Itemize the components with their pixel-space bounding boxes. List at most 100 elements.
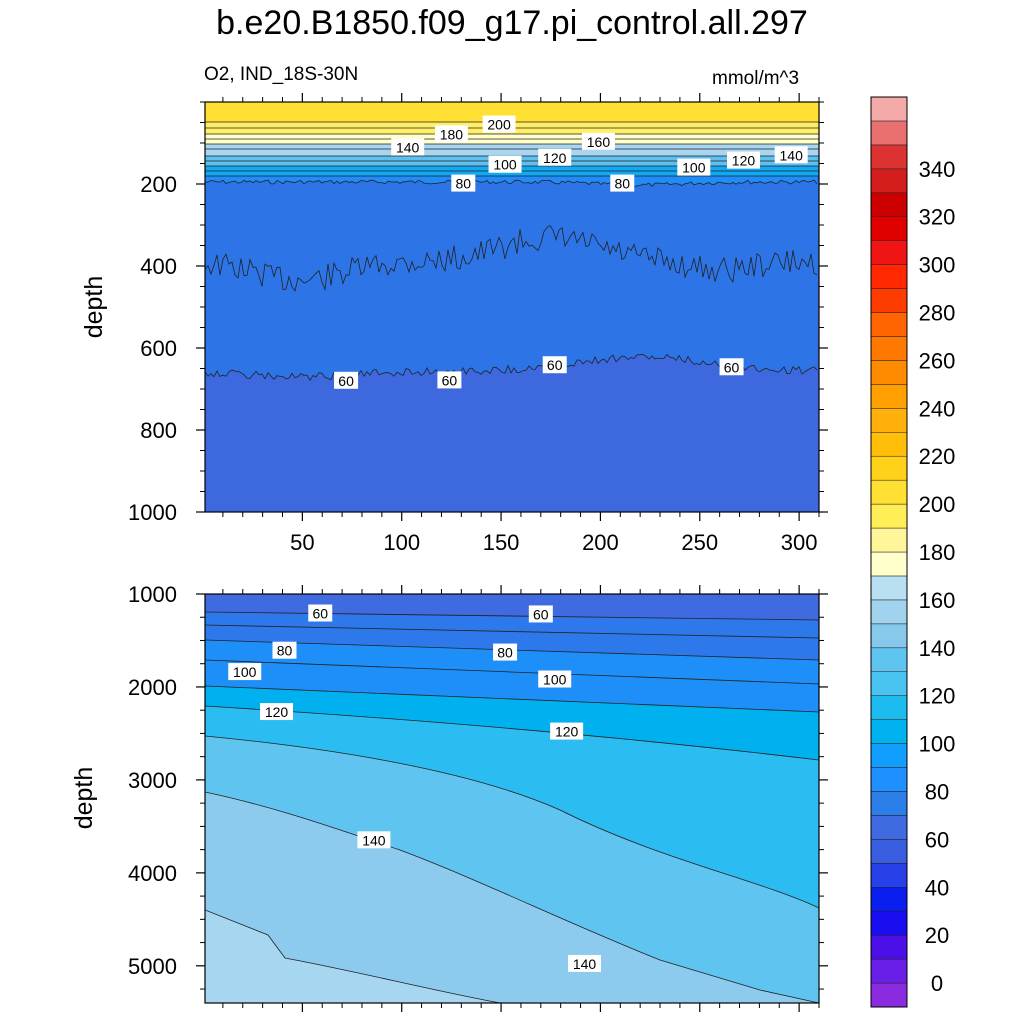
colorbar-label: 180 [919, 540, 956, 565]
y-tick-label: 5000 [128, 954, 177, 979]
contour-label: 60 [312, 606, 328, 622]
x-tick-label: 100 [383, 530, 420, 555]
colorbar-swatch [870, 647, 908, 672]
colorbar-swatch [870, 982, 908, 1008]
y-tick-label: 3000 [128, 768, 177, 793]
colorbar-swatch [870, 336, 908, 361]
colorbar-frame [870, 96, 908, 1008]
y-tick-label: 1000 [128, 500, 177, 525]
contour-label: 100 [543, 672, 567, 688]
contour-label: 80 [614, 176, 630, 192]
upper-depth-panel: 50 100 150 200 250 300 200 400 600 800 1000 200 180… [80, 93, 828, 555]
upper-contour-fills [205, 102, 819, 512]
contour-label: 60 [442, 372, 458, 388]
contour-label-box [334, 371, 359, 389]
colorbar-swatch [870, 240, 908, 265]
colorbar-label: 20 [925, 923, 949, 948]
x-tick-label: 200 [582, 530, 619, 555]
contour-label: 100 [682, 160, 706, 176]
lower-y-axis-label: depth [70, 767, 98, 830]
contour-label-box [726, 151, 760, 169]
contour-label-box [482, 115, 516, 133]
contour-label-box [391, 138, 425, 156]
fill-150-160 [205, 910, 500, 1003]
y-tick-label: 4000 [128, 861, 177, 886]
contour-label: 60 [724, 359, 740, 375]
x-tick-label: 300 [781, 530, 818, 555]
contour-label-box [538, 148, 572, 166]
contour-line-60 [205, 353, 818, 381]
contour-label: 120 [732, 153, 756, 169]
figure-title: b.e20.B1850.f09_g17.pi_control.all.297 [216, 4, 808, 42]
contour-label: 140 [780, 147, 804, 163]
contour-label: 100 [233, 664, 257, 680]
colorbar-swatch [870, 192, 908, 217]
lower-contour-fills [205, 594, 819, 1003]
contour-label: 60 [338, 373, 354, 389]
colorbar-label: 320 [919, 205, 956, 230]
y-tick-label: 600 [140, 336, 177, 361]
contour-line-140 [205, 791, 819, 1003]
contour-label-box [493, 643, 518, 661]
colorbar-label: 220 [919, 444, 956, 469]
units-label: mmol/m^3 [712, 68, 800, 89]
contour-label-box [308, 604, 333, 622]
colorbar-swatch [870, 168, 908, 194]
lower-axis-ticks: 1000 2000 3000 4000 5000 [128, 582, 828, 1012]
contour-label-box [581, 132, 615, 150]
colorbar-swatch [870, 479, 908, 505]
upper-axis-ticks: 50 100 150 200 250 300 200 400 600 800 1000 [128, 93, 828, 555]
colorbar-label: 60 [925, 827, 949, 852]
contour-label-box [437, 371, 462, 389]
colorbar-swatch [870, 719, 908, 744]
colorbar-label: 260 [919, 348, 956, 373]
colorbar-label: 300 [919, 253, 956, 278]
upper-thermocline-lines [205, 121, 819, 177]
y-tick-label: 200 [140, 172, 177, 197]
contour-label-box [719, 358, 744, 376]
colorbar-label: 240 [919, 396, 956, 421]
colorbar-swatch [870, 958, 908, 984]
colorbar-swatch [870, 432, 908, 457]
colorbar-swatch [870, 767, 908, 792]
lower-contour-labels: 60 60 80 80 100 100 120 120 140 140 [228, 604, 602, 972]
upper-contour-labels: 200 180 140 160 120 100 100 120 140 80 80 60 60 60 60 [334, 115, 808, 389]
colorbar-swatch [870, 144, 908, 170]
contour-line-70 [205, 225, 818, 292]
colorbar-swatch [870, 527, 908, 553]
contour-label-box [542, 356, 567, 374]
contour-label-box [610, 174, 635, 192]
contour-line-130 [205, 735, 819, 909]
lower-depth-panel: 1000 2000 3000 4000 5000 60 60 80 80 100 100 120 12… [70, 582, 828, 1012]
y-tick-label: 2000 [128, 675, 177, 700]
colorbar-swatch [870, 599, 908, 625]
contour-label: 120 [265, 704, 289, 720]
contour-label: 80 [277, 643, 293, 659]
x-tick-label: 150 [483, 530, 520, 555]
contour-label: 100 [493, 157, 517, 173]
colorbar-swatch [870, 288, 908, 313]
contour-label-box [677, 158, 711, 176]
colorbar-swatch [870, 503, 908, 529]
contour-label-box [451, 174, 476, 192]
contour-label-box [528, 605, 553, 623]
colorbar-label: 140 [919, 636, 956, 661]
colorbar-swatch [870, 934, 908, 960]
contour-label: 60 [547, 357, 563, 373]
contour-label-box [228, 663, 262, 681]
colorbar-label: 120 [919, 684, 956, 709]
x-tick-label: 50 [290, 530, 314, 555]
variable-region-label: O2, IND_18S-30N [204, 64, 359, 85]
colorbar-swatch [870, 839, 908, 864]
contour-label-box [272, 641, 297, 659]
colorbar-swatch [870, 743, 908, 768]
contour-label: 180 [440, 126, 464, 142]
contour-label: 80 [497, 645, 513, 661]
contour-label: 200 [487, 117, 511, 133]
colorbar-label: 340 [919, 157, 956, 182]
y-tick-label: 400 [140, 254, 177, 279]
colorbar-swatch [870, 455, 908, 481]
contour-label: 140 [573, 956, 597, 972]
colorbar-swatch [870, 96, 908, 122]
